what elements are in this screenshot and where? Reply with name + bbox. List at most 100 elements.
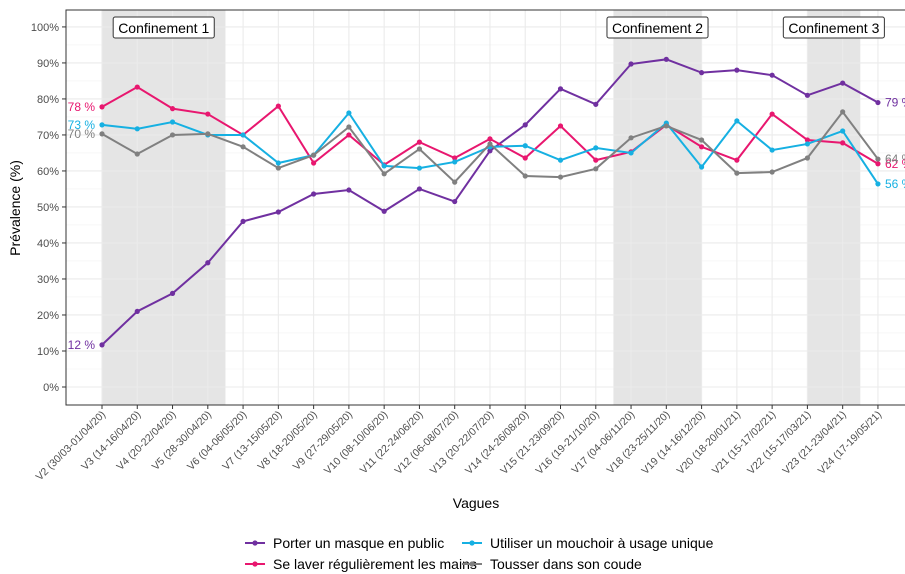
x-tick-label: V14 (24-26/08/20) xyxy=(463,409,531,477)
point xyxy=(557,174,564,180)
plot-border xyxy=(65,9,905,406)
y-tick-label: 60% xyxy=(37,166,59,178)
point xyxy=(275,165,281,171)
point xyxy=(134,308,140,314)
point xyxy=(487,136,493,142)
point xyxy=(628,61,634,67)
point xyxy=(311,152,317,158)
x-tick-label: V13 (20-22/07/20) xyxy=(428,409,496,477)
point xyxy=(522,173,528,179)
point xyxy=(134,84,140,90)
point xyxy=(169,119,176,125)
y-tick-label: 30% xyxy=(37,274,59,286)
start-label: 73 % xyxy=(68,118,96,132)
point xyxy=(346,124,352,130)
point xyxy=(698,137,705,143)
point xyxy=(240,218,246,224)
point xyxy=(840,80,846,86)
period-label-box xyxy=(782,16,885,39)
x-tick-label: V23 (21-23/04/21) xyxy=(780,409,848,477)
x-tick-label: V10 (08-10/06/20) xyxy=(322,409,390,477)
period-label-box xyxy=(112,16,215,39)
x-tick-label: V21 (15-17/02/21) xyxy=(710,409,778,477)
point xyxy=(205,111,211,117)
point xyxy=(275,160,281,166)
point xyxy=(452,198,458,205)
legend-point xyxy=(252,540,258,546)
legend-label: Utiliser un mouchoir à usage unique xyxy=(490,535,714,551)
point xyxy=(522,155,528,161)
point xyxy=(169,290,176,296)
start-label: 70 % xyxy=(68,127,96,141)
point xyxy=(698,70,705,76)
point xyxy=(99,342,105,348)
point xyxy=(628,150,634,156)
legend-label: Tousser dans son coude xyxy=(490,556,642,572)
y-tick-label: 0% xyxy=(43,382,59,394)
x-tick-label: V16 (19-21/10/20) xyxy=(534,409,602,477)
point xyxy=(99,131,105,137)
point xyxy=(275,103,281,109)
point xyxy=(381,171,387,177)
point xyxy=(522,122,528,128)
point xyxy=(804,141,811,147)
point xyxy=(557,123,564,129)
y-tick-label: 90% xyxy=(37,58,59,70)
legend-point xyxy=(469,561,475,567)
point xyxy=(487,148,493,154)
point xyxy=(240,132,246,138)
y-tick-label: 100% xyxy=(31,22,59,34)
point xyxy=(311,160,317,166)
start-label: 78 % xyxy=(68,100,96,114)
point xyxy=(593,101,599,107)
point xyxy=(381,208,387,214)
point xyxy=(99,122,105,128)
x-tick-label: V22 (15-17/03/21) xyxy=(745,409,813,477)
x-tick-label: V17 (04-06/11/20) xyxy=(569,409,637,477)
point xyxy=(628,135,634,141)
point xyxy=(99,104,105,110)
x-tick-label: V18 (23-25/11/20) xyxy=(605,409,673,477)
point xyxy=(875,99,881,106)
start-label: 12 % xyxy=(68,338,96,352)
end-label: 56 % xyxy=(885,177,905,191)
point xyxy=(169,132,176,138)
point xyxy=(804,155,811,161)
x-tick-label: V24 (17-19/05/21) xyxy=(816,409,884,477)
x-tick-label: V15 (21-23/09/20) xyxy=(498,409,566,477)
legend-label: Porter un masque en public xyxy=(273,535,444,551)
end-label: 79 % xyxy=(885,96,905,110)
point xyxy=(593,166,599,172)
point xyxy=(804,137,811,143)
point xyxy=(169,106,176,112)
period-label-box xyxy=(606,16,709,39)
point xyxy=(452,159,458,165)
point xyxy=(593,145,599,151)
point xyxy=(663,56,669,62)
period-label: Confinement 3 xyxy=(788,20,879,36)
point xyxy=(875,181,881,187)
legend-point xyxy=(252,561,258,567)
point xyxy=(346,187,352,193)
point xyxy=(381,163,387,169)
x-tick-label: V12 (06-08/07/20) xyxy=(392,409,460,477)
point xyxy=(769,169,775,175)
point xyxy=(416,139,423,145)
point xyxy=(557,157,564,163)
point xyxy=(734,118,740,124)
point xyxy=(734,67,740,73)
y-tick-label: 50% xyxy=(37,202,59,214)
point xyxy=(769,147,775,153)
point xyxy=(487,141,493,147)
point xyxy=(804,92,811,98)
point xyxy=(663,123,669,129)
point xyxy=(769,72,775,78)
point xyxy=(452,155,458,161)
point xyxy=(134,151,140,157)
legend-point xyxy=(469,540,475,546)
point xyxy=(205,260,211,266)
x-axis-label: Vagues xyxy=(453,495,499,511)
point xyxy=(593,157,599,163)
y-tick-label: 20% xyxy=(37,310,59,322)
